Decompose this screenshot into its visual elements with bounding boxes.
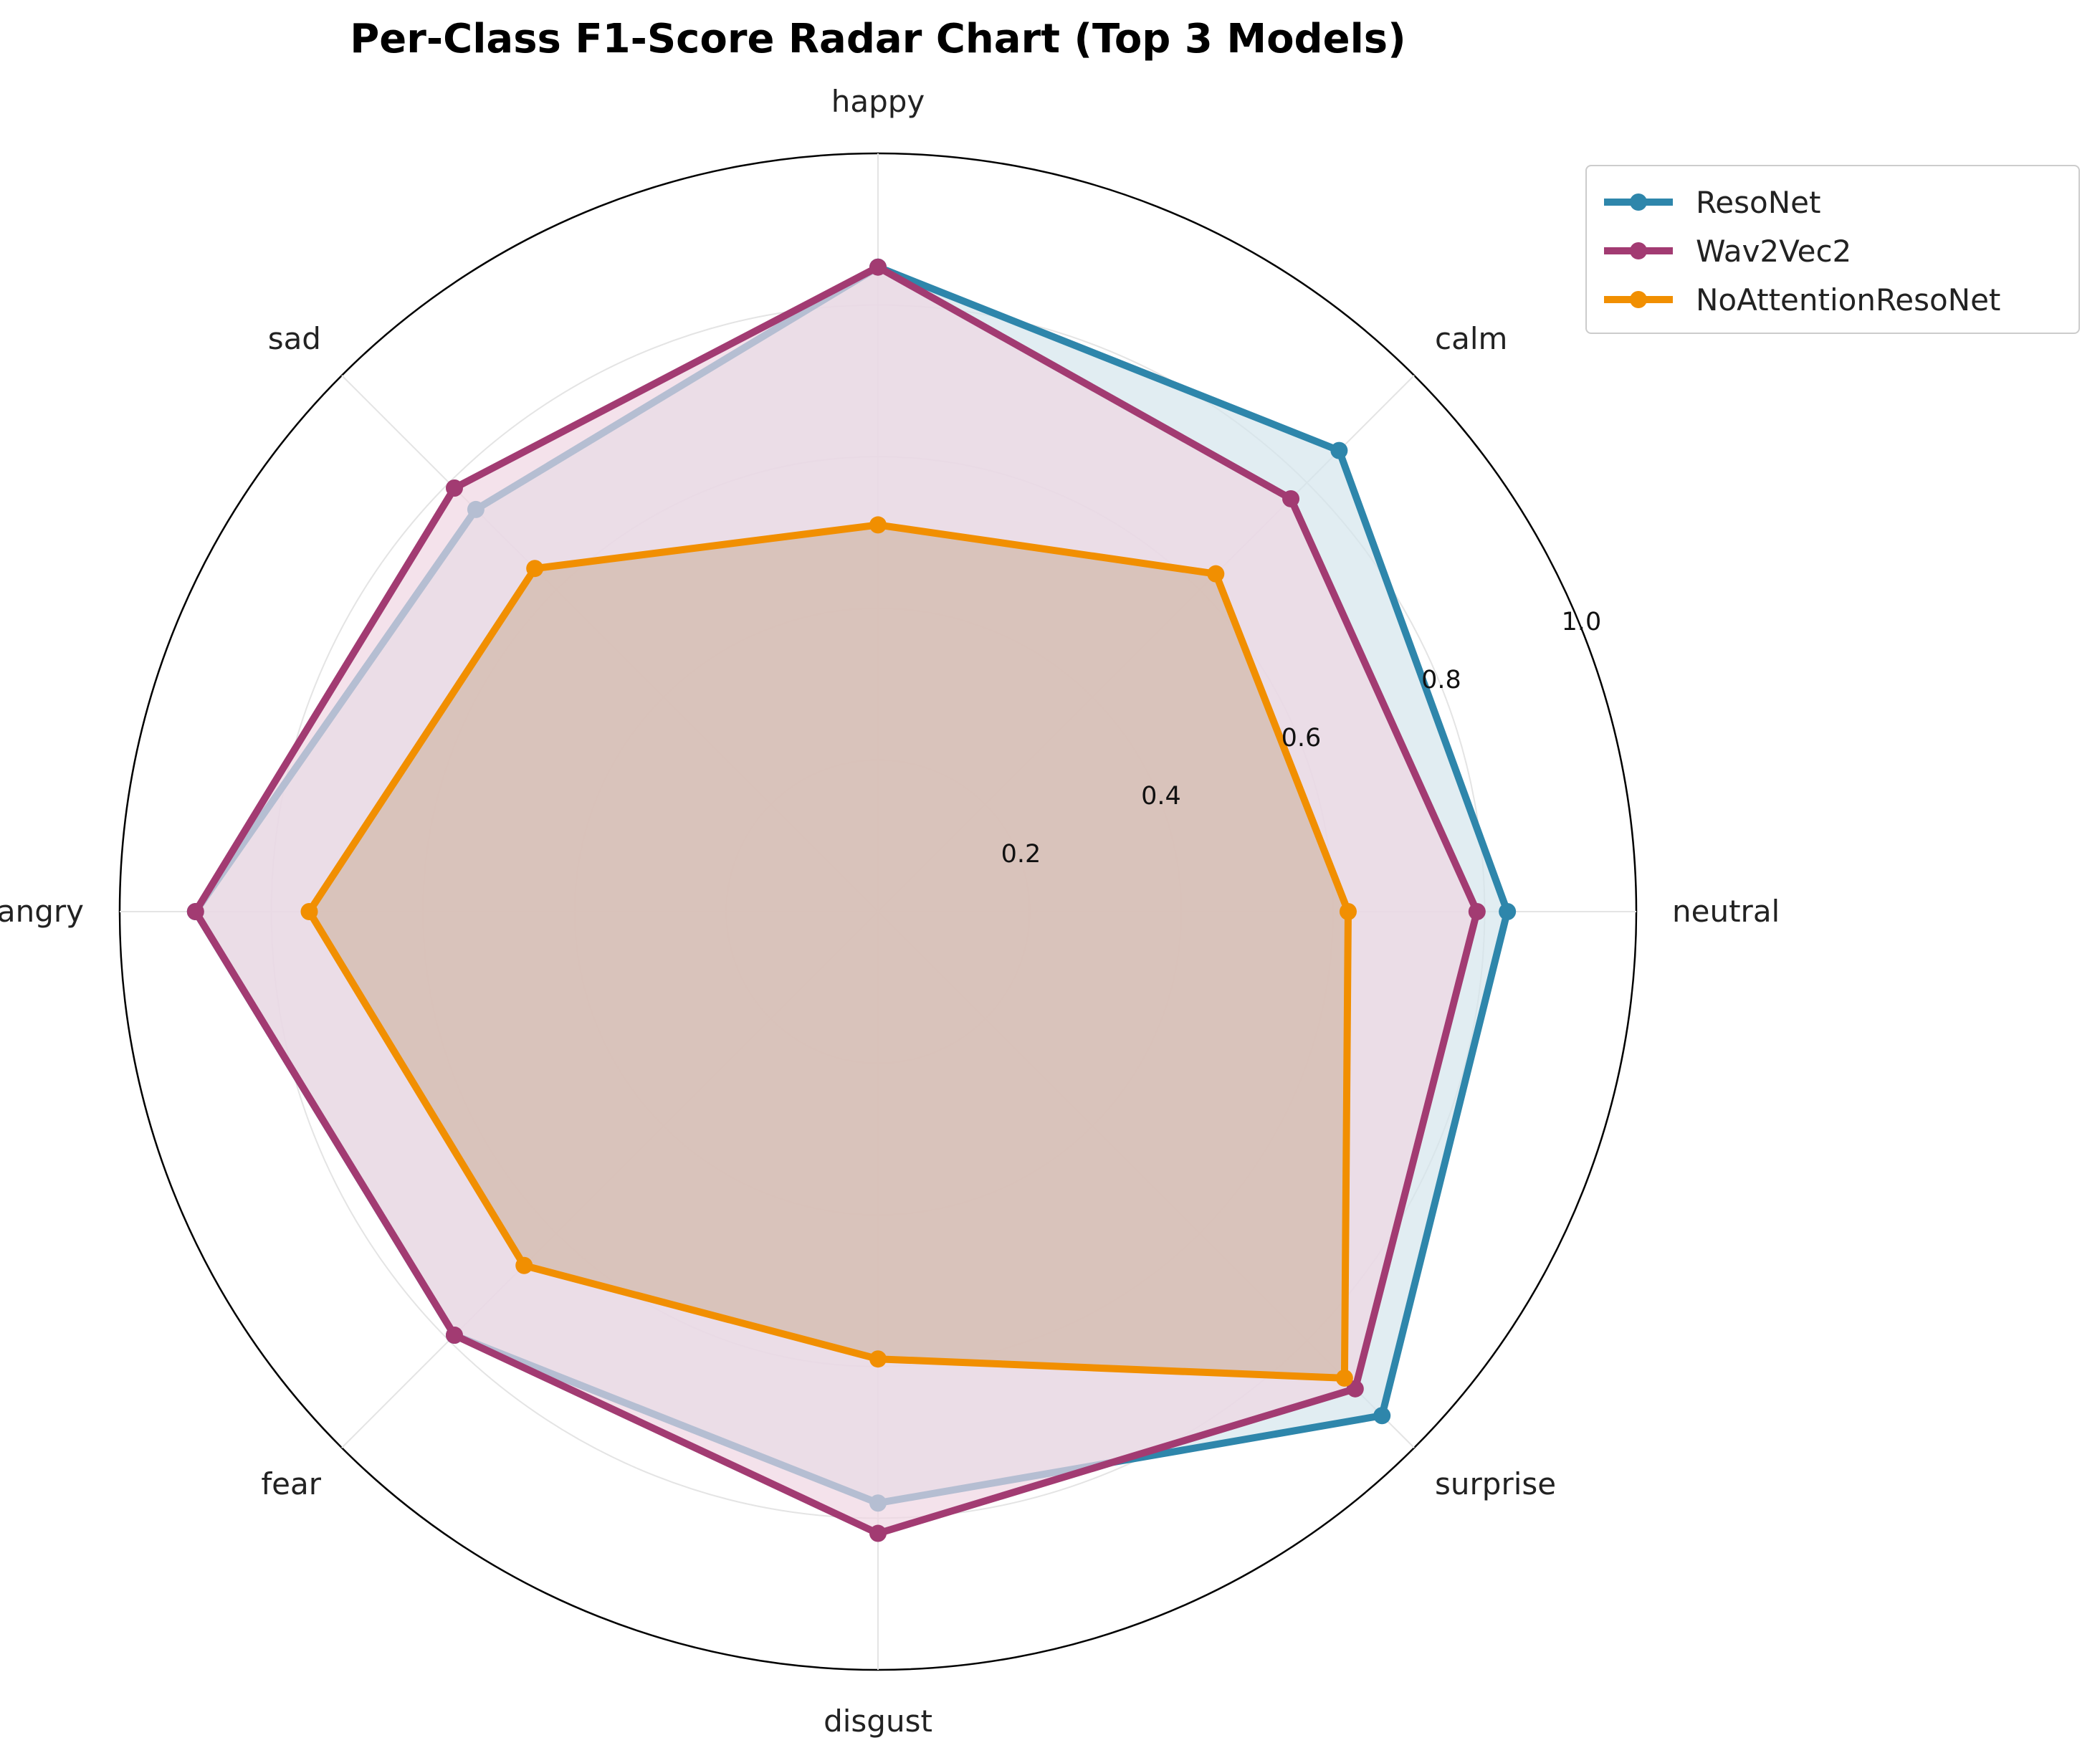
axis-label-calm: calm: [1435, 321, 1507, 356]
axis-label-neutral: neutral: [1672, 894, 1780, 929]
series-area: [309, 525, 1348, 1378]
radial-tick-label: 0.8: [1421, 666, 1461, 694]
radial-tick-label: 0.6: [1282, 724, 1322, 753]
radial-tick-label: 0.4: [1141, 782, 1181, 811]
legend: ResoNet Wav2Vec2 NoAttentionResoNet: [1585, 165, 2080, 334]
legend-label: Wav2Vec2: [1696, 233, 1852, 269]
data-point: [186, 903, 204, 920]
legend-swatch-marker: [1630, 291, 1647, 308]
axis-label-disgust: disgust: [824, 1704, 932, 1739]
data-point: [445, 1327, 463, 1344]
data-point: [445, 479, 463, 497]
data-point: [869, 258, 887, 276]
data-point: [1373, 1407, 1391, 1425]
data-point: [1335, 1369, 1353, 1387]
data-point: [1330, 441, 1348, 459]
label-layer: neutral calm happy sad angry fear disgust surpr…: [0, 84, 1780, 1739]
radial-tick-label: 0.2: [1001, 840, 1041, 869]
legend-item: Wav2Vec2: [1601, 229, 1851, 272]
legend-item: NoAttentionResoNet: [1601, 278, 2000, 321]
legend-item: ResoNet: [1601, 181, 1820, 224]
axis-label-angry: angry: [0, 894, 84, 929]
legend-swatch-marker: [1630, 194, 1647, 211]
data-point: [526, 560, 544, 578]
data-point: [300, 903, 318, 920]
axis-label-happy: happy: [831, 84, 925, 119]
data-point: [515, 1256, 533, 1274]
data-point: [869, 1350, 887, 1368]
axis-label-surprise: surprise: [1435, 1466, 1556, 1501]
series-layer: [186, 258, 1517, 1542]
data-point: [1499, 903, 1517, 920]
data-point: [1207, 565, 1225, 583]
axis-label-sad: sad: [268, 321, 321, 356]
legend-swatch: [1604, 194, 1673, 211]
legend-swatch: [1604, 242, 1673, 259]
chart-title: Per-Class F1-Score Radar Chart (Top 3 Mo…: [350, 16, 1406, 62]
radial-tick-label: 1.0: [1562, 608, 1602, 636]
data-point: [1468, 903, 1486, 920]
legend-label: NoAttentionResoNet: [1696, 282, 2001, 317]
data-point: [869, 1524, 887, 1542]
axis-label-fear: fear: [261, 1466, 321, 1501]
data-point: [869, 516, 887, 534]
legend-label: ResoNet: [1696, 184, 1821, 220]
data-point: [1346, 1380, 1364, 1398]
legend-swatch: [1604, 291, 1673, 308]
data-point: [1339, 903, 1357, 920]
legend-swatch-marker: [1630, 242, 1647, 259]
data-point: [1282, 489, 1300, 507]
